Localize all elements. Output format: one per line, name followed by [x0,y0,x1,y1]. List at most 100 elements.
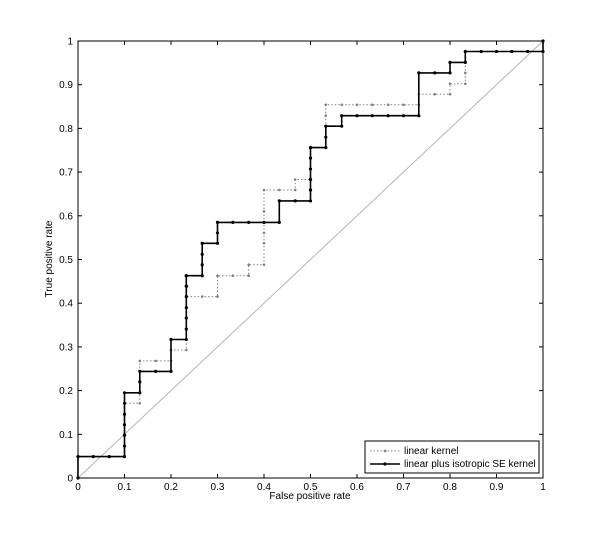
x-tick-label: 0.3 [211,482,225,493]
data-point [107,455,111,459]
data-point [122,444,127,448]
x-tick-label: 0.5 [304,482,318,493]
data-point [340,114,344,118]
data-point [154,369,158,373]
legend-box [364,440,540,474]
data-point [138,402,142,405]
data-point [231,274,235,278]
data-point [138,359,142,363]
data-point [308,156,313,160]
legend-label-linear-kernel: linear kernel [404,446,458,457]
data-point [401,114,406,118]
data-point [386,114,390,118]
data-point [324,124,328,128]
data-point [433,93,437,96]
data-point [122,423,127,427]
data-point [184,284,188,288]
data-point [324,103,328,107]
data-point [154,359,157,363]
data-point [169,369,173,373]
data-point [247,263,250,267]
data-point [293,199,297,203]
data-point [184,327,188,331]
data-point [324,146,328,150]
data-point [308,199,313,203]
y-axis-title: True positive rate [44,220,55,297]
data-point [464,71,467,75]
y-tick-label: 0.1 [59,430,73,441]
data-point [215,241,220,245]
data-point [417,71,421,75]
x-tick-label: 0.7 [397,482,411,493]
data-point [122,412,127,416]
y-tick-label: 1 [67,37,73,48]
data-point [200,241,204,245]
data-point [479,49,483,54]
data-point [262,231,266,235]
x-tick-label: 0 [75,482,81,493]
legend-marker-linear-plus-se-kernel [383,462,387,466]
y-tick-label: 0.6 [59,211,73,222]
series-line-0 [77,41,544,478]
data-point [277,199,281,203]
data-point [200,263,204,267]
data-point [169,337,173,342]
data-point [184,316,188,320]
data-point [386,103,390,107]
x-tick-label: 0.6 [350,482,364,493]
data-point [184,337,188,342]
data-point [494,49,499,54]
x-tick-label: 0.2 [164,482,178,493]
data-point [122,391,127,395]
data-point [184,306,188,310]
data-point [448,82,452,86]
data-point [417,114,421,118]
x-tick-label: 0.4 [257,482,271,493]
x-tick-label: 0.8 [443,482,457,493]
data-point [247,274,250,278]
data-point [324,135,328,139]
data-point [216,274,219,278]
data-point [293,188,297,192]
data-point [510,49,514,54]
data-point [247,220,251,224]
data-point [215,220,220,224]
y-tick-label: 0.8 [59,124,73,135]
y-tick-label: 0.2 [59,386,73,397]
data-point [185,348,188,352]
legend-marker-linear-kernel [383,449,387,453]
y-tick-label: 0.7 [59,168,73,179]
data-point [526,49,530,54]
data-point [200,295,204,298]
data-point [464,82,467,86]
data-point [308,167,313,171]
data-point [308,146,313,150]
data-point [262,220,266,224]
y-tick-label: 0.9 [59,80,73,91]
data-point [371,103,374,107]
data-point [216,295,219,298]
data-point [293,178,297,181]
data-point [433,71,437,75]
data-point [277,220,281,224]
data-point [262,188,266,192]
data-point [370,114,374,118]
legend: linear kernel linear plus isotropic SE k… [364,440,540,474]
data-point [308,188,313,192]
data-point [138,391,142,395]
data-point [138,380,142,384]
data-point [200,274,204,278]
x-tick-label: 1 [540,482,546,493]
data-point [262,210,266,213]
data-point [340,103,344,107]
x-tick-label: 0.1 [118,482,132,493]
data-point [138,369,142,373]
series-layer [76,39,545,480]
data-point [448,93,452,96]
data-point [355,114,359,118]
data-point [278,188,281,192]
x-axis-title: False positive rate [269,491,351,502]
ticks-layer: 0 0.1 0.2 0.3 0.4 0.5 0.6 0.7 0.8 0.9 1 0 0.1 0.2 0.3 0… [59,37,546,494]
data-point [184,295,188,299]
